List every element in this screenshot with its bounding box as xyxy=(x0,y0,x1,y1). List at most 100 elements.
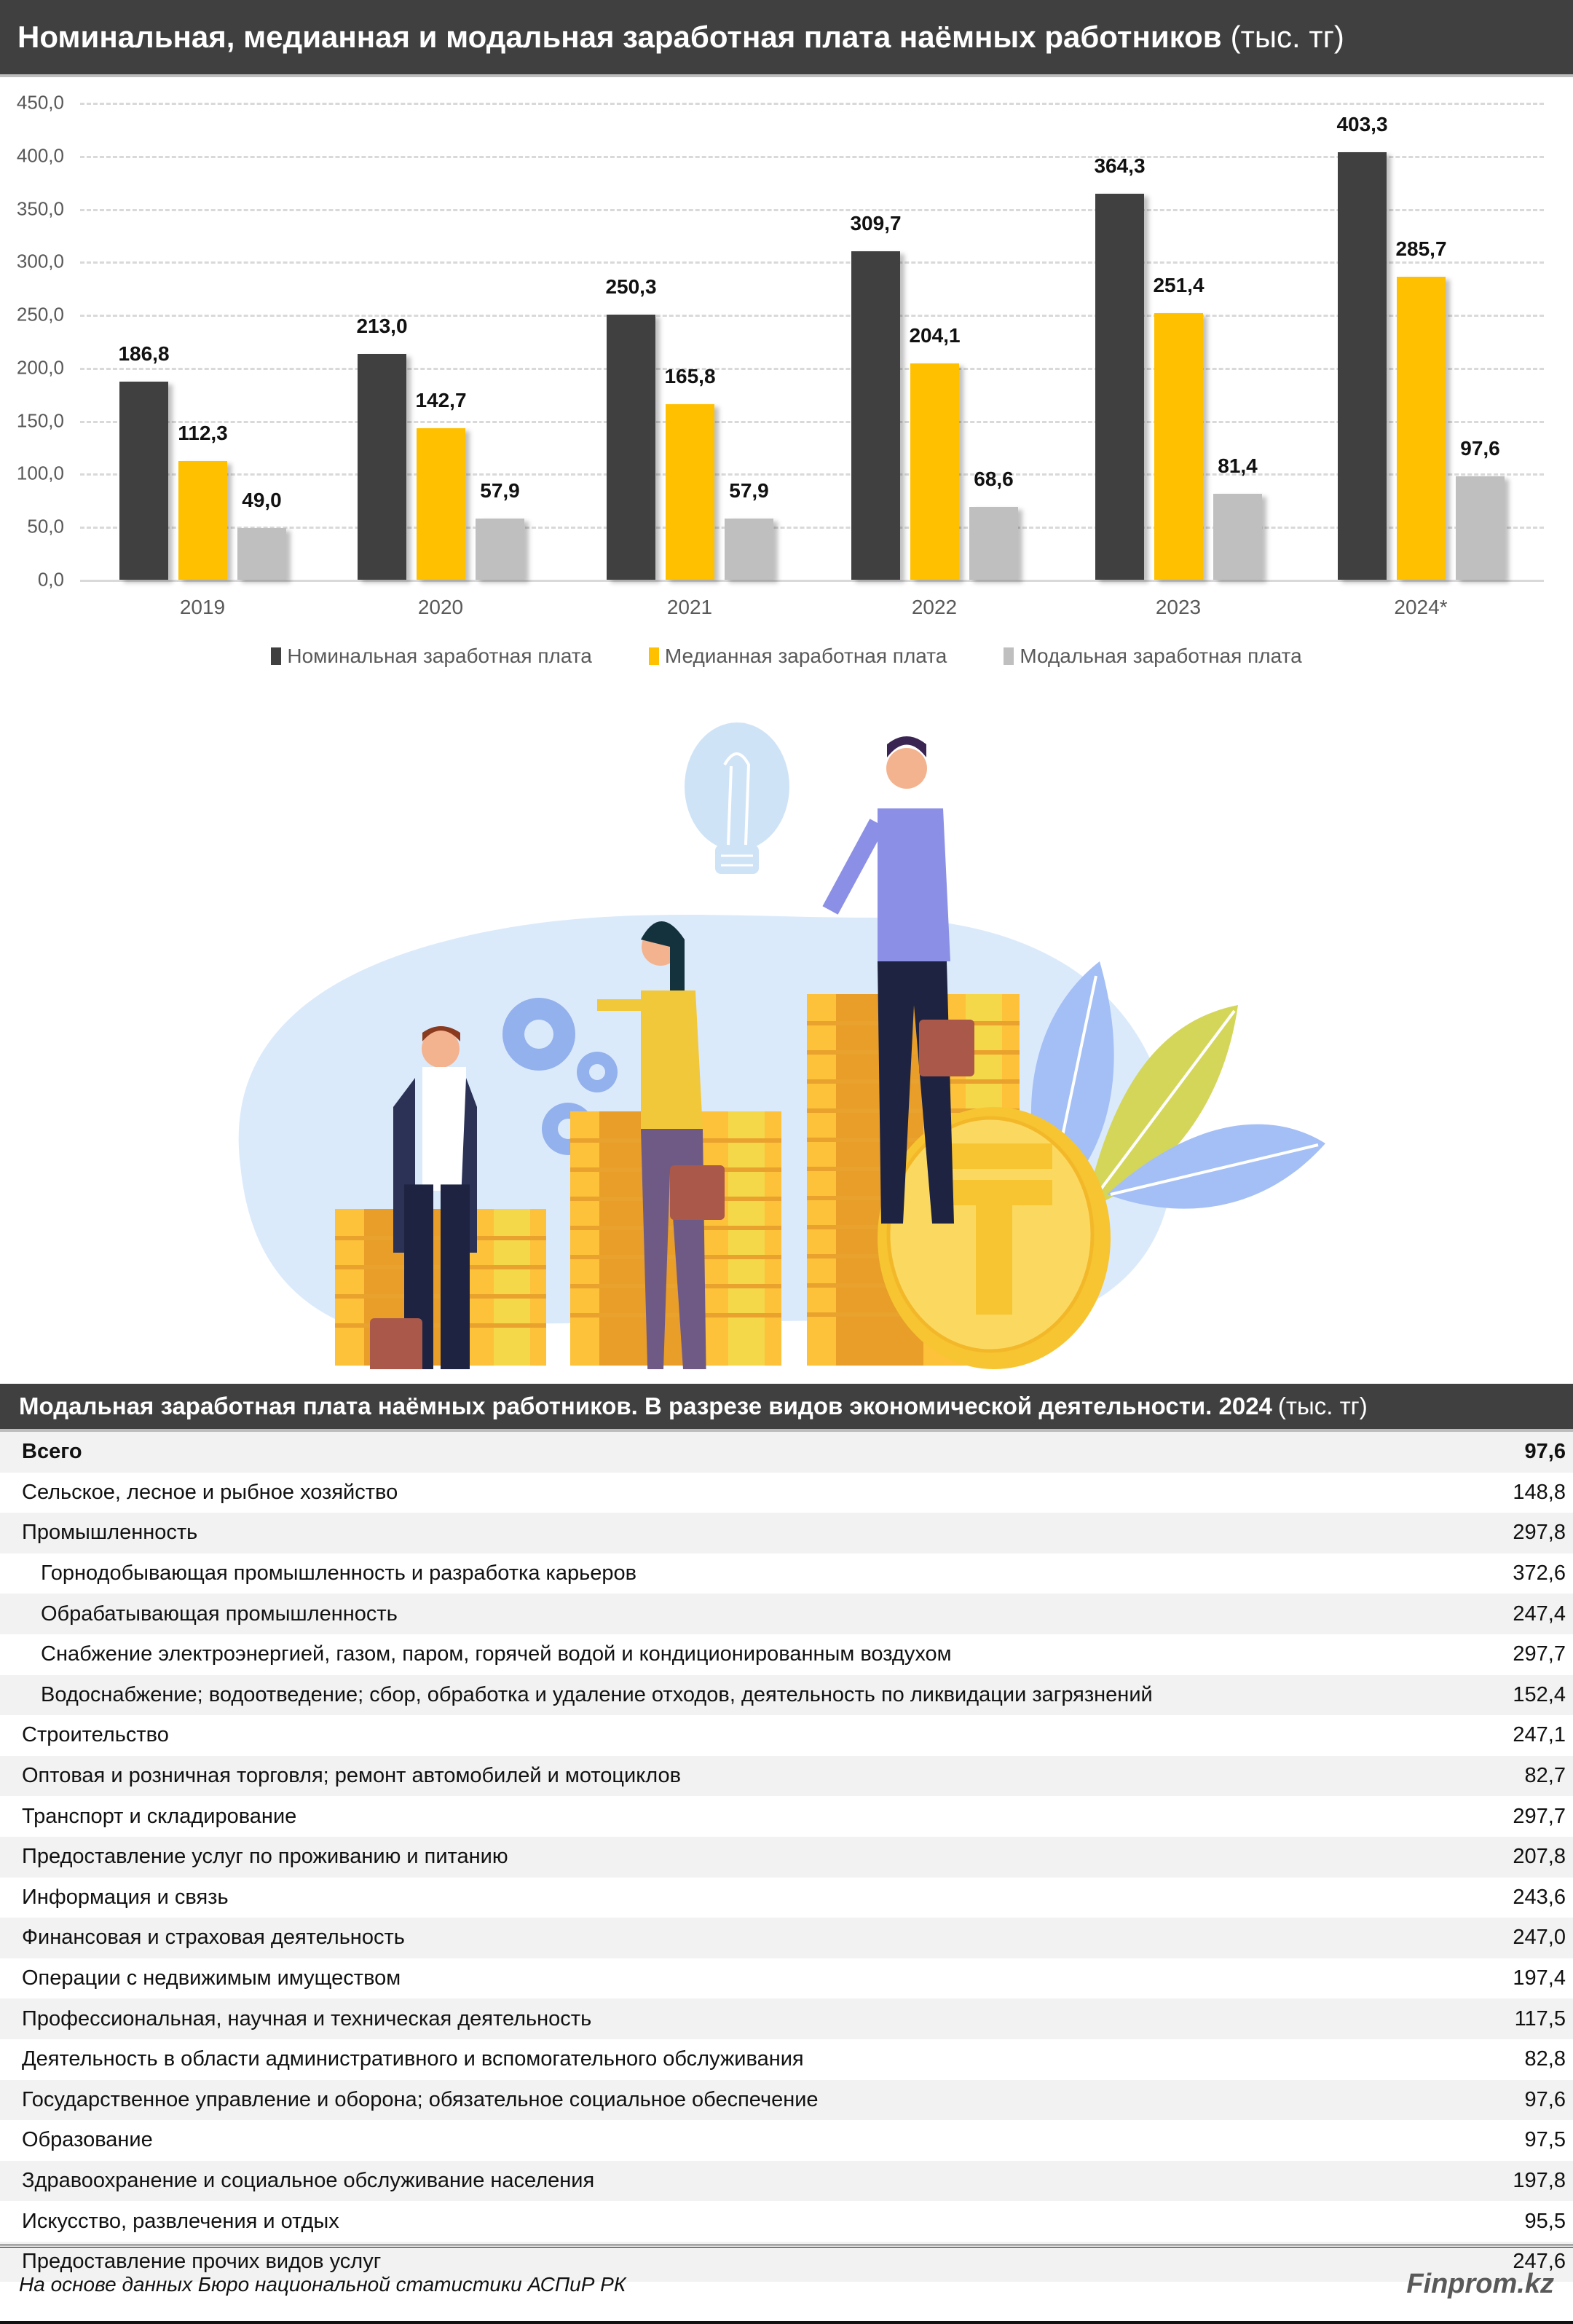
row-label: Обрабатывающая промышленность xyxy=(41,1602,398,1626)
legend-label: Модальная заработная плата xyxy=(1020,645,1302,667)
bar-value-label: 204,1 xyxy=(909,323,961,347)
bar-value-label: 403,3 xyxy=(1336,112,1388,135)
bar-value-label: 250,3 xyxy=(605,275,657,298)
industry-table: Всего 97,6 Сельское, лесное и рыбное хозяй… xyxy=(0,1432,1573,2282)
footer: На основе данных Бюро национальной стати… xyxy=(0,2245,1573,2324)
row-value: 247,4 xyxy=(1513,1602,1566,1626)
table-row: Сельское, лесное и рыбное хозяйство 148,8 xyxy=(0,1472,1573,1513)
x-tick-label: 2022 xyxy=(911,596,958,618)
row-value: 372,6 xyxy=(1513,1561,1566,1586)
brand-logo: Finprom.kz xyxy=(1406,2269,1554,2299)
table-title-bar: Модальная заработная плата наёмных работ… xyxy=(0,1384,1573,1432)
people-on-coin-stacks-icon xyxy=(238,722,1325,1492)
row-label: Информация и связь xyxy=(22,1885,229,1909)
gridline xyxy=(80,315,1544,318)
row-label: Сельское, лесное и рыбное хозяйство xyxy=(22,1480,398,1504)
table-row: Информация и связь 243,6 xyxy=(0,1877,1573,1918)
legend-swatch-icon xyxy=(648,647,659,665)
row-label: Строительство xyxy=(22,1723,169,1747)
bar-value-label: 57,9 xyxy=(729,478,769,502)
table-row: Снабжение электроэнергией, газом, паром,… xyxy=(0,1634,1573,1675)
gridline xyxy=(80,367,1544,370)
bar-value-label: 142,7 xyxy=(415,389,467,412)
row-label: Операции с недвижимым имуществом xyxy=(22,1966,401,1990)
row-label: Предоставление прочих видов услуг xyxy=(22,2250,382,2274)
row-value: 97,6 xyxy=(1524,1440,1566,1464)
table-row: Транспорт и складирование 297,7 xyxy=(0,1796,1573,1837)
x-axis-line xyxy=(80,580,1544,582)
row-label: Снабжение электроэнергией, газом, паром,… xyxy=(41,1642,952,1666)
legend-swatch-icon xyxy=(271,647,282,665)
y-tick-label: 200,0 xyxy=(16,356,64,379)
y-tick-label: 400,0 xyxy=(16,144,64,167)
row-value: 117,5 xyxy=(1514,2006,1566,2030)
table-row: Здравоохранение и социальное обслуживани… xyxy=(0,2160,1573,2202)
row-value: 152,4 xyxy=(1513,1682,1566,1706)
row-value: 207,8 xyxy=(1513,1845,1566,1869)
x-tick-label: 2019 xyxy=(179,596,226,618)
chart-title-bar: Номинальная, медианная и модальная зараб… xyxy=(0,0,1573,77)
row-value: 243,6 xyxy=(1513,1885,1566,1909)
chart-title-unit: (тыс. тг) xyxy=(1230,20,1344,54)
x-tick-label: 2020 xyxy=(417,596,464,618)
table-row: Оптовая и розничная торговля; ремонт авт… xyxy=(0,1755,1573,1797)
y-tick-label: 50,0 xyxy=(27,515,64,537)
bar-value-label: 251,4 xyxy=(1153,274,1205,297)
table-row: Образование 97,5 xyxy=(0,2120,1573,2161)
bar-value-label: 112,3 xyxy=(178,421,228,444)
legend-item: Модальная заработная плата xyxy=(1004,645,1302,668)
legend-item: Медианная заработная плата xyxy=(648,645,947,668)
table-row: Всего 97,6 xyxy=(0,1432,1573,1473)
table-row: Профессиональная, научная и техническая … xyxy=(0,1998,1573,2039)
y-tick-label: 100,0 xyxy=(16,462,64,484)
bar-nominal-2021 xyxy=(606,314,655,580)
bar-value-label: 68,6 xyxy=(974,468,1014,491)
y-tick-label: 350,0 xyxy=(16,197,64,220)
bar-modal-2023 xyxy=(1213,493,1262,580)
gridline xyxy=(80,261,1544,264)
table-row: Государственное управление и оборона; об… xyxy=(0,2079,1573,2121)
table-title-unit: (тыс. тг) xyxy=(1277,1393,1368,1419)
lightbulb-icon xyxy=(685,722,789,874)
row-label: Водоснабжение; водоотведение; сбор, обра… xyxy=(41,1682,1153,1706)
row-label: Искусство, развлечения и отдых xyxy=(22,2209,339,2233)
bar-value-label: 364,3 xyxy=(1094,154,1146,177)
legend-label: Медианная заработная плата xyxy=(664,645,947,667)
gridline xyxy=(80,103,1544,105)
bar-nominal-2023 xyxy=(1095,193,1144,580)
row-label: Государственное управление и оборона; об… xyxy=(22,2087,819,2111)
row-label: Всего xyxy=(22,1440,82,1464)
bar-nominal-2020 xyxy=(357,353,406,580)
bar-median-2019 xyxy=(178,460,227,580)
row-label: Предоставление услуг по проживанию и пит… xyxy=(22,1845,508,1869)
bar-value-label: 97,6 xyxy=(1460,436,1500,460)
bar-value-label: 213,0 xyxy=(356,314,408,337)
row-value: 82,7 xyxy=(1524,1764,1566,1788)
bar-value-label: 81,4 xyxy=(1218,454,1258,477)
table-row: Обрабатывающая промышленность 247,4 xyxy=(0,1594,1573,1634)
bar-nominal-2024* xyxy=(1337,151,1387,580)
bar-value-label: 165,8 xyxy=(664,364,716,387)
gridline xyxy=(80,527,1544,529)
table-row: Деятельность в области административного… xyxy=(0,2039,1573,2080)
row-value: 148,8 xyxy=(1513,1480,1566,1504)
row-value: 97,6 xyxy=(1524,2087,1566,2111)
bar-value-label: 57,9 xyxy=(480,478,520,502)
person-right xyxy=(822,736,974,1224)
row-value: 95,5 xyxy=(1524,2209,1566,2233)
y-tick-label: 250,0 xyxy=(16,303,64,326)
illustration xyxy=(218,699,1384,1492)
row-value: 247,1 xyxy=(1513,1723,1566,1747)
legend-item: Номинальная заработная плата xyxy=(271,645,592,668)
source-note: На основе данных Бюро национальной стати… xyxy=(19,2272,626,2296)
bar-nominal-2022 xyxy=(851,251,900,580)
row-label: Оптовая и розничная торговля; ремонт авт… xyxy=(22,1764,682,1788)
row-label: Промышленность xyxy=(22,1521,198,1545)
table-title: Модальная заработная плата наёмных работ… xyxy=(19,1393,1272,1419)
gridline xyxy=(80,155,1544,158)
row-label: Горнодобывающая промышленность и разрабо… xyxy=(41,1561,637,1586)
x-tick-label: 2023 xyxy=(1155,596,1202,618)
row-label: Транспорт и складирование xyxy=(22,1804,297,1828)
table-row: Предоставление прочих видов услуг 247,6 xyxy=(0,2241,1573,2282)
row-value: 97,5 xyxy=(1524,2128,1566,2152)
